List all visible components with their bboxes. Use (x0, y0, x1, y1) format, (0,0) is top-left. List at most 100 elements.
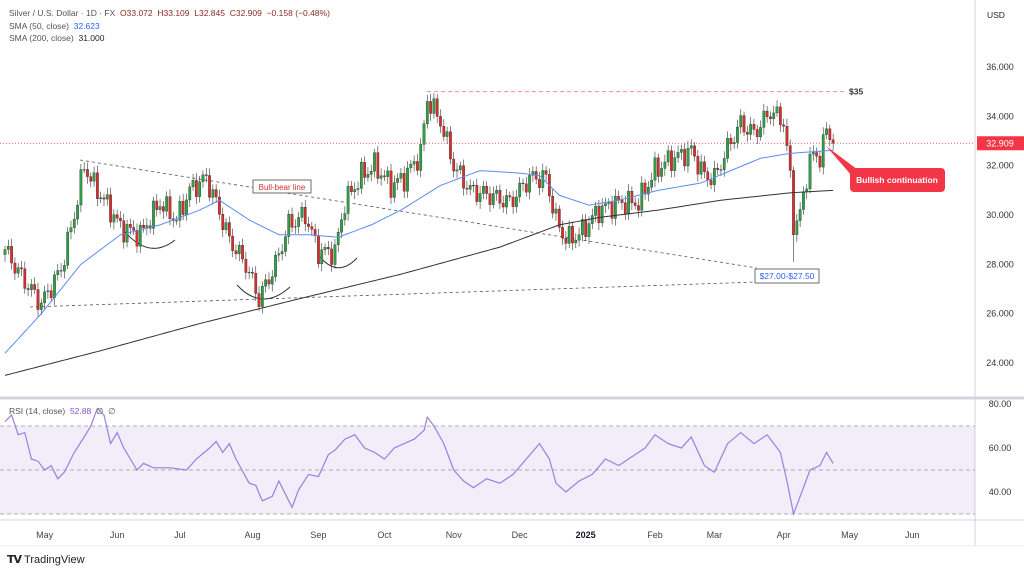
candle (554, 202, 558, 221)
candle-body (389, 170, 393, 198)
candle-body (505, 195, 508, 208)
candle-body (538, 179, 541, 188)
candle (392, 175, 396, 203)
sma50-legend[interactable]: SMA (50, close) 32.623 (9, 21, 100, 31)
time-tick-label: Aug (244, 530, 260, 540)
time-tick-label: Mar (707, 530, 723, 540)
candle-body (567, 226, 571, 244)
candle-body (323, 247, 327, 250)
candle (759, 120, 762, 141)
candle-body (722, 158, 726, 170)
candle (13, 257, 17, 281)
candle (72, 211, 76, 234)
candle-body (554, 208, 558, 214)
candle (336, 227, 340, 253)
rsi-extra-2: ∅ (108, 406, 116, 416)
candle (696, 149, 700, 182)
candle-body (162, 206, 165, 212)
candle (56, 263, 60, 281)
candle (409, 159, 413, 173)
rsi-line (4, 407, 834, 517)
candle (399, 168, 403, 183)
rsi-tick-label: 40.00 (989, 487, 1012, 497)
candle (422, 119, 426, 152)
candle-body (36, 289, 40, 310)
candle (323, 243, 327, 256)
candle-body (241, 245, 244, 260)
candle (587, 216, 591, 245)
candle-body (181, 201, 185, 215)
candle (53, 270, 56, 305)
candle (574, 233, 578, 249)
price-tick-label: 34.000 (986, 111, 1014, 121)
candle-body (366, 174, 370, 178)
candle-body (251, 271, 254, 274)
candle-body (686, 148, 690, 167)
candle (293, 219, 297, 234)
currency-label[interactable]: USD (987, 10, 1005, 20)
sma200-legend[interactable]: SMA (200, close) 31.000 (9, 33, 104, 43)
candle (178, 195, 182, 228)
candle (412, 155, 416, 172)
candle-body (713, 167, 716, 185)
candle-body (501, 202, 505, 208)
candle (581, 214, 584, 242)
candle (650, 172, 654, 192)
candle (524, 177, 528, 197)
candle-body (412, 161, 416, 165)
candle-body (72, 218, 76, 228)
candle (181, 193, 185, 220)
candle-body (237, 245, 241, 255)
candle (488, 186, 492, 212)
candle-body (336, 232, 340, 245)
candle (105, 188, 109, 206)
candle-body (491, 193, 495, 205)
candle (716, 162, 720, 175)
candle-body (472, 185, 475, 187)
candle (567, 220, 571, 249)
candle-body (326, 247, 330, 250)
candle (254, 266, 258, 301)
candle-body (231, 235, 235, 251)
candle-body (442, 126, 446, 137)
candle (722, 151, 726, 177)
candle-body (188, 186, 192, 201)
ohlc-low: L32.845 (194, 8, 225, 18)
candle-body (122, 220, 126, 243)
symbol-title: Silver / U.S. Dollar · 1D · FX (9, 8, 116, 18)
candle-body (676, 152, 680, 158)
candle-body (769, 116, 772, 120)
candle-body (785, 126, 789, 146)
candle-body (69, 227, 73, 233)
candle (620, 195, 624, 210)
candle (33, 277, 37, 294)
candle (505, 188, 508, 215)
candle (66, 227, 70, 270)
candle-body (656, 157, 660, 177)
candle-body (23, 268, 27, 289)
candle (191, 173, 195, 191)
candle-body (155, 200, 159, 210)
candle (501, 195, 505, 213)
candle (561, 220, 564, 245)
candle (782, 118, 785, 133)
candle-body (425, 101, 429, 124)
time-tick-label: Oct (377, 530, 392, 540)
candle-body (102, 197, 106, 200)
candle (683, 143, 687, 171)
candle-body (402, 173, 406, 192)
candle (406, 161, 409, 198)
candle-body (650, 179, 654, 188)
candle-body (495, 190, 498, 194)
candle (115, 209, 119, 223)
rsi-legend[interactable]: RSI (14, close) 52.88 ∅ ∅ (9, 406, 116, 417)
candle-body (178, 201, 182, 221)
candle-body (284, 236, 287, 252)
bull-bear-label-box (252, 179, 312, 194)
candle (699, 154, 703, 180)
candle (521, 178, 525, 192)
candle-body (719, 169, 723, 171)
tradingview-logo[interactable]: TV TradingView (7, 553, 85, 566)
candle-body (152, 200, 155, 229)
